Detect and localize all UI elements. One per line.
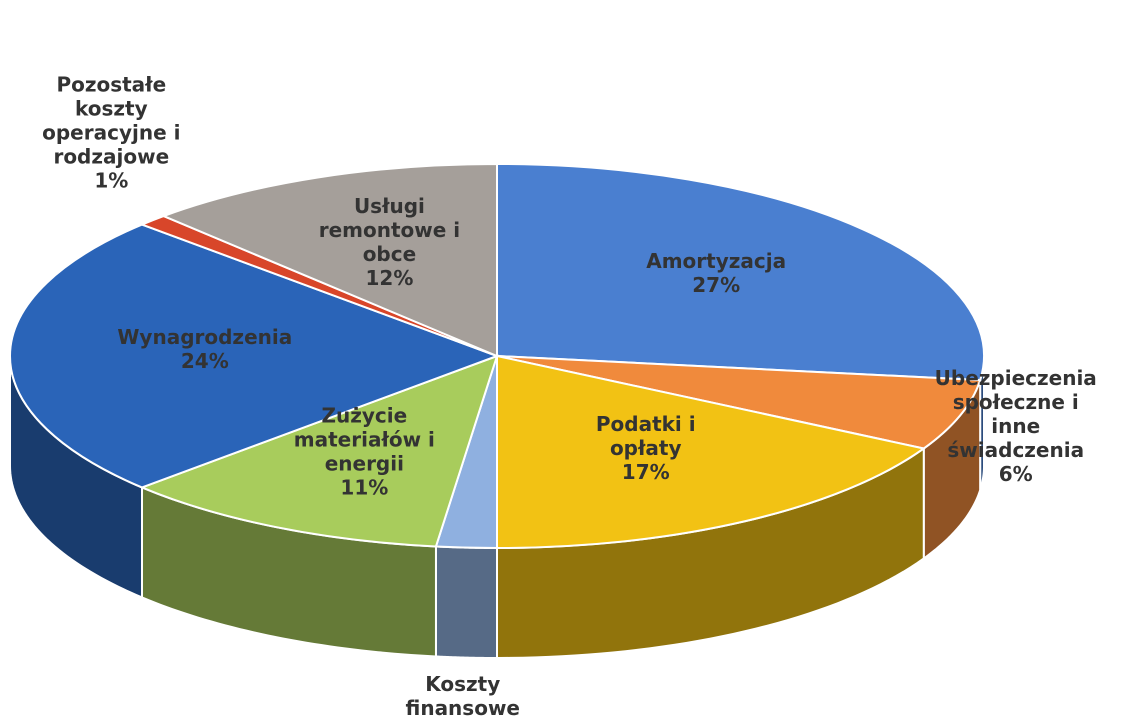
slice-label-line: energii [325, 452, 404, 476]
slice-label-line: finansowe [406, 696, 520, 720]
slice-label: Pozostałe koszty operacyjne i rodzajowe [42, 73, 180, 169]
slice-label: Amortyzacja [646, 249, 786, 273]
slice-label-line: inne [991, 414, 1040, 438]
slice-label-line: Amortyzacja [646, 249, 786, 273]
slice-label-line: remontowe i [319, 218, 460, 242]
slice-label-line: Podatki i [596, 412, 696, 436]
value-label: 6% [999, 462, 1033, 486]
slice-label-line: Wynagrodzenia [117, 325, 292, 349]
slice-label-line: Pozostałe [56, 73, 166, 97]
value-label: 27% [692, 273, 740, 297]
slice-label-line: operacyjne i [42, 121, 180, 145]
slice-label-line: materiałów i [294, 428, 435, 452]
slice-label: Zużycie materiałów i energii [294, 404, 435, 476]
slice-label-line: opłaty [610, 436, 682, 460]
slice-label: Ubezpieczenia społeczne i inne świadczenia [935, 366, 1097, 462]
slice-label-line: Koszty [425, 672, 500, 696]
pie-side [434, 545, 498, 660]
value-label: 1% [94, 169, 128, 193]
slice-label-line: rodzajowe [53, 145, 169, 169]
slice-label: Wynagrodzenia [117, 325, 292, 349]
slice-label: Usługi remontowe i obce [319, 194, 460, 266]
slice-label-line: obce [363, 242, 416, 266]
slice-label: Koszty finansowe [406, 672, 520, 720]
pie-slice [139, 354, 499, 548]
slice-label-line: koszty [75, 97, 148, 121]
slice-label-line: Usługi [354, 194, 425, 218]
pie-slice [496, 162, 985, 382]
slice-label-line: świadczenia [947, 438, 1084, 462]
slice-label: Podatki i opłaty [596, 412, 696, 460]
slice-label-line: Ubezpieczenia [935, 366, 1097, 390]
value-label: 17% [622, 460, 670, 484]
pie-slice [496, 354, 927, 550]
pie-slice [496, 355, 982, 450]
pie-slice [160, 162, 498, 358]
slice-label-line: Zużycie [321, 404, 407, 428]
slice-label-line: społeczne i [953, 390, 1079, 414]
value-label: 12% [365, 266, 413, 290]
value-label: 11% [340, 476, 388, 500]
pie-slice [9, 223, 500, 489]
value-label: 24% [181, 349, 229, 373]
